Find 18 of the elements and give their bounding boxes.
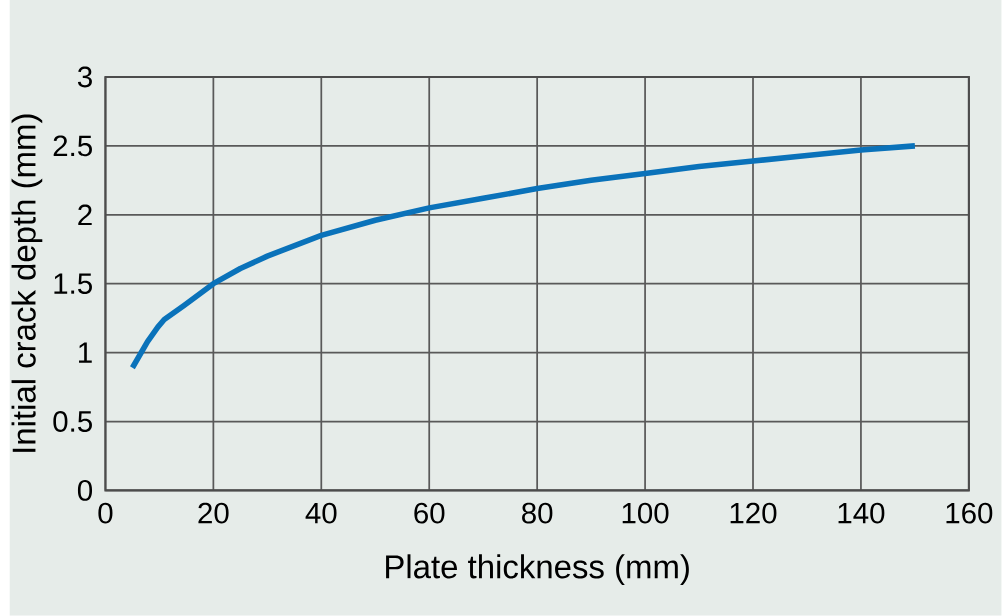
y-tick-label: 1 [79, 342, 92, 363]
x-tick-label: 60 [414, 502, 445, 524]
y-tick-label: 3 [77, 66, 92, 88]
y-tick-label: 1.5 [54, 273, 92, 295]
y-tick-label: 0 [77, 480, 93, 501]
x-tick-label: 100 [622, 502, 669, 524]
x-tick-label: 0 [98, 502, 113, 524]
x-tick-label: 140 [838, 502, 885, 524]
y-axis-title: Initial crack depth (mm) [11, 114, 43, 452]
x-tick-label: 40 [305, 502, 337, 524]
y-tick-label: 2 [78, 204, 92, 226]
x-axis-title: Plate thickness (mm) [386, 554, 689, 586]
x-tick-label: 20 [198, 502, 229, 524]
x-tick-label: 120 [730, 502, 777, 524]
x-tick-label: 160 [946, 502, 993, 524]
y-tick-label: 2.5 [53, 135, 92, 157]
y-tick-label: 0.5 [53, 411, 92, 433]
x-tick-label: 80 [522, 502, 553, 524]
